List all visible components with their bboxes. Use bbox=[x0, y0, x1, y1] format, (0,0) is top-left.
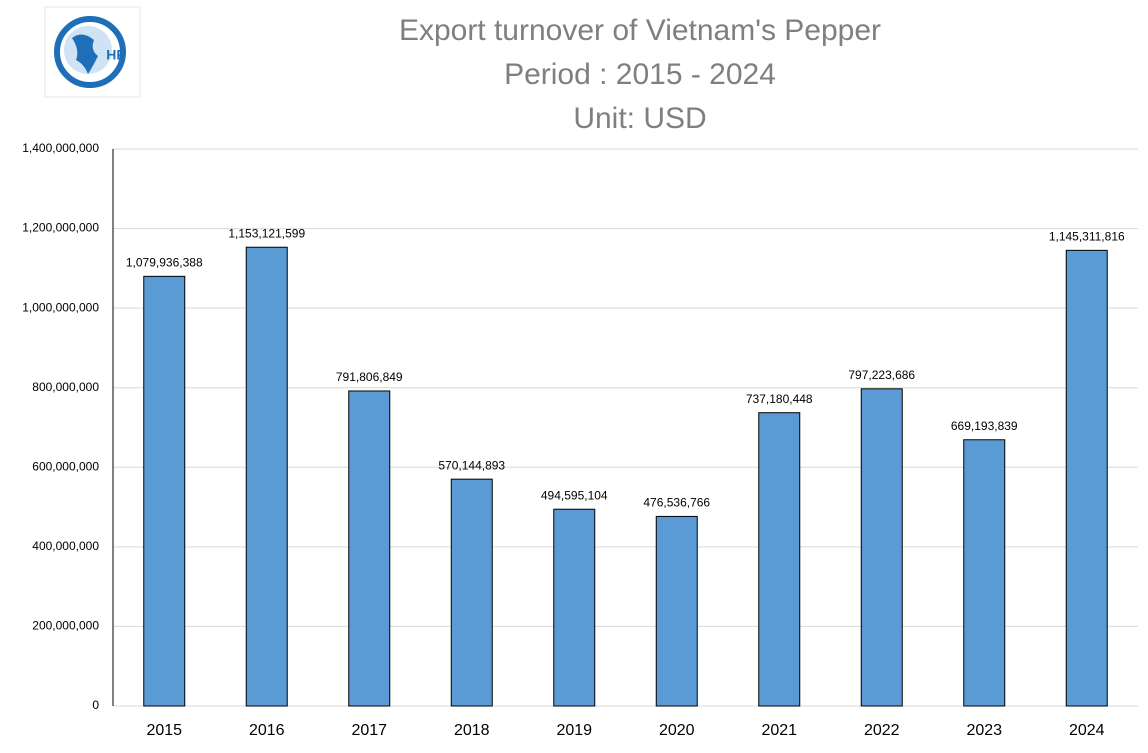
x-tick-label: 2021 bbox=[761, 722, 797, 739]
data-label: 476,536,766 bbox=[643, 496, 710, 510]
x-tick-label: 2023 bbox=[966, 722, 1002, 739]
x-tick-label: 2019 bbox=[556, 722, 592, 739]
y-tick-label: 0 bbox=[92, 698, 99, 712]
y-tick-label: 1,200,000,000 bbox=[22, 221, 99, 235]
logo: HP bbox=[44, 6, 141, 98]
data-label: 1,145,311,816 bbox=[1049, 230, 1125, 244]
y-tick-label: 1,000,000,000 bbox=[22, 300, 99, 314]
x-tick-label: 2022 bbox=[864, 722, 900, 739]
y-tick-label: 200,000,000 bbox=[32, 619, 99, 633]
y-tick-label: 1,400,000,000 bbox=[22, 141, 99, 155]
y-tick-label: 800,000,000 bbox=[32, 380, 99, 394]
logo-text: HP bbox=[106, 47, 125, 63]
data-label: 797,223,686 bbox=[848, 368, 915, 382]
data-label: 1,153,121,599 bbox=[228, 226, 305, 240]
y-tick-label: 400,000,000 bbox=[32, 539, 99, 553]
data-label: 570,144,893 bbox=[438, 458, 505, 472]
data-label: 791,806,849 bbox=[336, 370, 403, 384]
x-tick-label: 2020 bbox=[659, 722, 695, 739]
bar bbox=[450, 478, 493, 707]
chart-subtitle: Period : 2015 - 2024 bbox=[504, 58, 776, 91]
bar bbox=[348, 390, 391, 707]
x-tick-label: 2016 bbox=[249, 722, 285, 739]
x-tick-label: 2017 bbox=[351, 722, 387, 739]
data-label: 1,079,936,388 bbox=[126, 256, 203, 270]
chart-title: Export turnover of Vietnam's Pepper bbox=[399, 14, 881, 47]
bar bbox=[553, 508, 596, 707]
x-tick-label: 2024 bbox=[1069, 722, 1105, 739]
chart-subtitle: Unit: USD bbox=[573, 102, 706, 135]
bar bbox=[143, 275, 186, 707]
logo-ring bbox=[54, 16, 126, 88]
bar bbox=[963, 439, 1006, 707]
x-tick-label: 2015 bbox=[146, 722, 182, 739]
bar bbox=[1065, 249, 1108, 707]
data-label: 669,193,839 bbox=[951, 419, 1018, 433]
bar bbox=[655, 515, 698, 707]
logo-land bbox=[72, 34, 98, 74]
bar bbox=[245, 246, 288, 707]
bar bbox=[758, 412, 801, 707]
y-tick-label: 600,000,000 bbox=[32, 459, 99, 473]
x-tick-label: 2018 bbox=[454, 722, 490, 739]
data-label: 494,595,104 bbox=[541, 488, 608, 502]
data-label: 737,180,448 bbox=[746, 392, 813, 406]
bar bbox=[860, 388, 903, 707]
